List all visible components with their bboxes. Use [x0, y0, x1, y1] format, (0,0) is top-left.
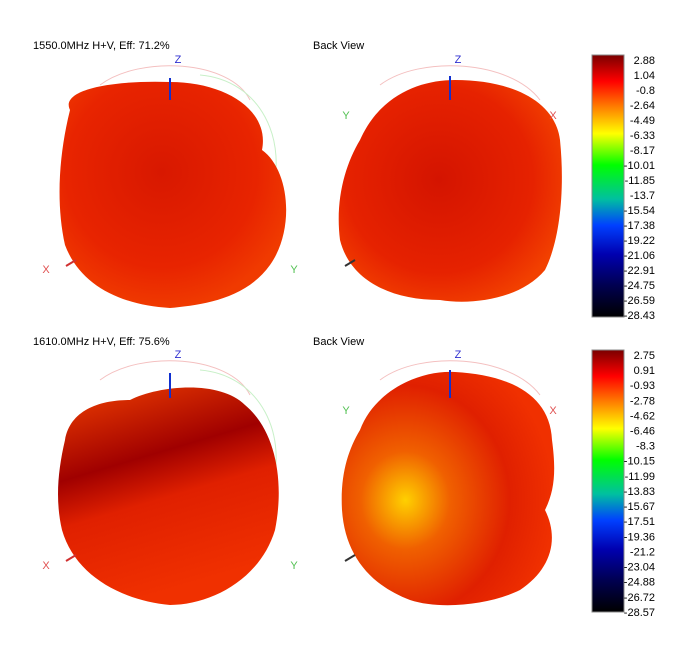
- plot-title: Back View: [313, 336, 364, 348]
- colorbar-tick-label: -21.06: [624, 250, 655, 262]
- colorbar: [591, 54, 625, 318]
- colorbar-tick-label: -24.88: [624, 577, 655, 589]
- pattern-shapes: [58, 65, 562, 606]
- colorbar-tick-label: -0.93: [630, 380, 655, 392]
- colorbar-tick-label: -2.78: [630, 395, 655, 407]
- colorbar-tick-label: 0.91: [634, 365, 655, 377]
- axis-label: Y: [342, 110, 350, 122]
- colorbar-tick-label: -28.57: [624, 607, 655, 619]
- colorbar-tick-label: -10.01: [624, 160, 655, 172]
- colorbar-tick-label: -24.75: [624, 280, 655, 292]
- colorbar-tick-label: -13.83: [624, 486, 655, 498]
- colorbar-tick-label: 2.75: [634, 350, 655, 362]
- colorbar-tick-label: -2.64: [630, 100, 655, 112]
- colorbars: [591, 54, 625, 613]
- colorbar-tick-label: -22.91: [624, 265, 655, 277]
- colorbar-tick-label: -6.33: [630, 130, 655, 142]
- colorbar-tick-label: -15.54: [624, 205, 655, 217]
- colorbar-tick-label: -11.99: [625, 471, 655, 483]
- colorbar-tick-label: -19.22: [624, 235, 655, 247]
- colorbar-tick-label: -4.62: [630, 410, 655, 422]
- colorbar-tick-label: 1.04: [634, 70, 655, 82]
- axis-label: Z: [455, 349, 462, 361]
- plot-title: 1550.0MHz H+V, Eff: 71.2%: [33, 40, 170, 52]
- colorbar: [591, 349, 625, 613]
- colorbar-tick-label: -13.7: [630, 190, 655, 202]
- colorbar-tick-label: -21.2: [630, 546, 655, 558]
- colorbar-tick-label: -15.67: [624, 501, 655, 513]
- axis-label: Y: [290, 264, 298, 276]
- colorbar-tick-label: -28.43: [624, 310, 655, 322]
- colorbar-tick-label: -8.3: [636, 441, 655, 453]
- axis-label: Z: [175, 54, 182, 66]
- colorbar-tick-label: -26.59: [624, 295, 655, 307]
- axis-label: X: [42, 264, 50, 276]
- axis-label: Y: [290, 560, 298, 572]
- axis-label: Z: [175, 349, 182, 361]
- plot-title: 1610.0MHz H+V, Eff: 75.6%: [33, 336, 170, 348]
- plot-title: Back View: [313, 40, 364, 52]
- colorbar-tick-label: 2.88: [634, 55, 655, 67]
- colorbar-tick-label: -19.36: [624, 531, 655, 543]
- axis-label: Z: [455, 54, 462, 66]
- colorbar-tick-label: -23.04: [624, 562, 655, 574]
- axis-label: X: [549, 405, 557, 417]
- axis-label: X: [549, 110, 557, 122]
- colorbar-tick-label: -26.72: [624, 592, 655, 604]
- colorbar-tick-label: -10.15: [624, 456, 655, 468]
- colorbar-tick-label: -11.85: [625, 175, 655, 187]
- colorbar-tick-label: -4.49: [630, 115, 655, 127]
- colorbar-tick-label: -17.38: [624, 220, 655, 232]
- colorbar-tick-label: -0.8: [636, 85, 655, 97]
- axis-label: Y: [342, 405, 350, 417]
- colorbar-tick-label: -6.46: [630, 425, 655, 437]
- colorbar-tick-label: -8.17: [630, 145, 655, 157]
- axis-label: X: [42, 560, 50, 572]
- colorbar-tick-label: -17.51: [624, 516, 655, 528]
